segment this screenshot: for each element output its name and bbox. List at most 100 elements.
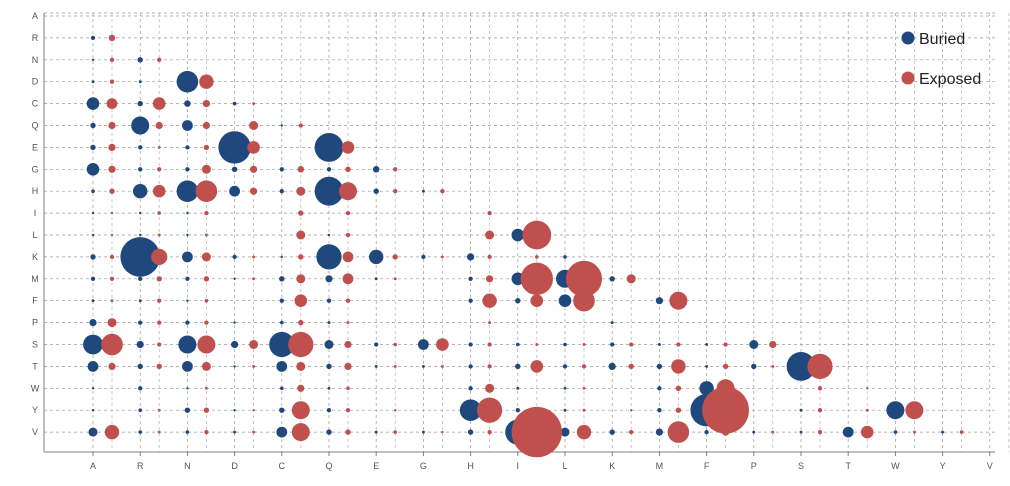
bubble-exposed [157, 145, 161, 149]
bubble-exposed [582, 408, 586, 412]
data-points [83, 34, 964, 458]
bubble-buried [609, 276, 615, 282]
bubble-exposed [157, 298, 162, 303]
bubble-buried [515, 363, 521, 370]
x-tick-label: N [184, 461, 191, 471]
bubble-exposed [109, 57, 115, 62]
bubble-exposed [345, 429, 351, 435]
bubble-exposed [110, 299, 114, 303]
bubble-exposed [520, 262, 553, 295]
y-tick-label: A [32, 11, 38, 21]
bubble-buried [886, 401, 905, 420]
bubble-buried [232, 254, 237, 260]
bubble-buried [91, 299, 95, 303]
bubble-buried [120, 237, 160, 277]
bubble-buried [186, 211, 189, 215]
bubble-buried [459, 399, 482, 422]
bubble-exposed [249, 340, 259, 349]
bubble-buried [704, 429, 709, 435]
bubble-exposed [912, 430, 916, 434]
bubble-buried [88, 427, 98, 437]
x-tick-label: L [562, 461, 567, 471]
bubble-buried [609, 429, 615, 435]
bubble-exposed [393, 430, 398, 434]
bubble-buried [138, 408, 142, 413]
y-tick-label: I [34, 208, 37, 218]
bubble-buried [314, 133, 344, 162]
bubble-buried [279, 167, 284, 172]
bubble-exposed [107, 318, 117, 328]
bubble-buried [326, 429, 332, 435]
bubble-buried [657, 343, 661, 346]
bubble-buried [511, 228, 525, 242]
bubble-buried [314, 176, 344, 206]
bubble-exposed [201, 164, 211, 174]
bubble-buried [86, 97, 100, 110]
bubble-exposed [345, 232, 351, 238]
bubble-exposed [345, 298, 351, 303]
bubble-buried [467, 429, 474, 435]
bubble-buried [139, 233, 142, 237]
bubble-buried [138, 386, 143, 391]
bubble-exposed [393, 167, 398, 172]
x-tick-label: P [751, 461, 757, 471]
bubble-exposed [576, 424, 592, 440]
bubble-exposed [106, 98, 118, 109]
bubble-exposed [817, 386, 823, 391]
series-exposed [101, 34, 964, 458]
bubble-buried [185, 145, 190, 150]
bubble-buried [468, 342, 473, 347]
bubble-exposed [487, 364, 492, 369]
bubble-exposed [156, 363, 162, 370]
bubble-exposed [535, 343, 539, 346]
bubble-buried [799, 430, 803, 434]
bubble-buried [657, 386, 662, 391]
y-tick-label: C [32, 99, 39, 109]
bubble-buried [327, 321, 331, 325]
bubble-exposed [201, 252, 211, 262]
bubble-exposed [199, 74, 214, 89]
bubble-buried [326, 298, 332, 303]
bubble-exposed [252, 364, 256, 368]
bubble-buried [137, 363, 143, 370]
bubble-buried [91, 211, 95, 215]
bubble-buried [327, 233, 331, 237]
bubble-buried [90, 122, 96, 129]
bubble-exposed [288, 331, 314, 358]
x-tick-label: E [373, 461, 379, 471]
bubble-exposed [204, 429, 209, 435]
bubble-exposed [204, 386, 208, 390]
bubble-buried [515, 298, 521, 304]
bubble-buried [374, 342, 379, 347]
bubble-buried [468, 364, 473, 369]
bubble-buried [133, 184, 148, 199]
bubble-buried [325, 275, 333, 283]
bubble-exposed [157, 167, 162, 172]
bubble-exposed [676, 342, 681, 347]
bubble-buried [137, 100, 143, 107]
bubble-exposed [573, 289, 595, 312]
bubble-exposed [342, 251, 354, 263]
bubble-buried [280, 386, 284, 391]
x-tick-label: W [891, 461, 900, 471]
bubble-exposed [440, 189, 445, 194]
bubble-buried [91, 233, 95, 237]
bubble-exposed [109, 254, 115, 260]
y-tick-label: T [32, 361, 38, 371]
bubble-buried [186, 233, 189, 237]
bubble-exposed [530, 294, 544, 308]
bubble-exposed [296, 186, 306, 196]
bubble-buried [608, 362, 616, 370]
bubble-buried [184, 100, 191, 107]
bubble-exposed [817, 408, 823, 413]
bubble-buried [178, 335, 197, 354]
bubble-exposed [203, 144, 210, 151]
bubble-buried [90, 254, 96, 260]
bubble-exposed [157, 57, 162, 62]
bubble-exposed [252, 409, 255, 412]
bubble-exposed [522, 220, 552, 250]
bubble-buried [705, 364, 709, 368]
bubble-exposed [204, 320, 209, 325]
bubble-exposed [771, 364, 775, 368]
bubble-buried [233, 409, 236, 412]
